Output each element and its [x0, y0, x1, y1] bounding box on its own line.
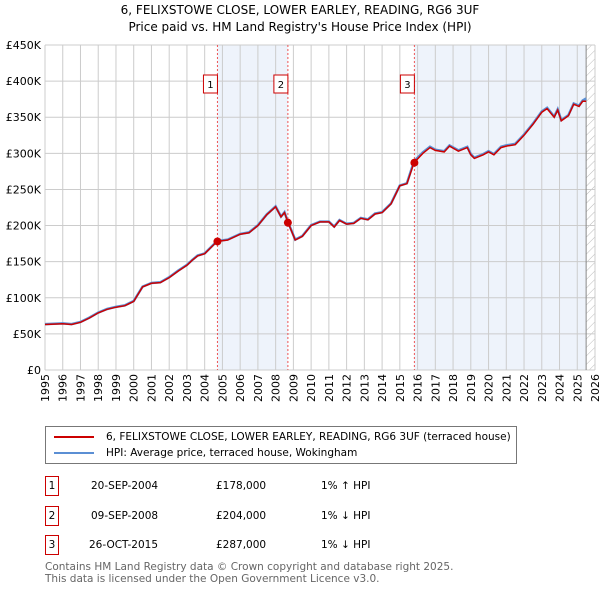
x-tick-label: 1997 — [74, 374, 87, 402]
footer-copyright: Contains HM Land Registry data © Crown c… — [45, 561, 454, 573]
x-tick-label: 2003 — [181, 374, 194, 402]
sale-date: 26-OCT-2015 — [89, 539, 158, 551]
x-tick-label: 2013 — [358, 374, 371, 402]
y-tick-label: £350K — [6, 111, 42, 124]
x-tick-label: 2025 — [571, 374, 584, 402]
sale-point — [213, 237, 222, 246]
x-tick-label: 2023 — [536, 374, 549, 402]
price-chart: 1995 1996 1997 1998 1999 2000 2001 2002 2003 2004… — [6, 39, 600, 402]
x-tick-label: 2021 — [500, 374, 513, 402]
chart-title: 6, FELIXSTOWE CLOSE, LOWER EARLEY, READI… — [120, 3, 480, 17]
sale-marker-label: 1 — [207, 80, 213, 91]
legend-label: HPI: Average price, terraced house, Woki… — [106, 447, 358, 459]
shaded-region — [414, 45, 587, 370]
x-tick-label: 2012 — [341, 374, 354, 402]
x-tick-label: 2018 — [447, 374, 460, 402]
sale-marker-label: 2 — [278, 80, 284, 91]
y-tick-label: £300K — [6, 147, 42, 160]
x-tick-label: 2015 — [394, 374, 407, 402]
x-tick-label: 2002 — [163, 374, 176, 402]
x-tick-label: 2008 — [270, 374, 283, 402]
x-tick-label: 2022 — [518, 374, 531, 402]
y-tick-label: £200K — [6, 220, 42, 233]
sale-price: £204,000 — [216, 510, 267, 522]
x-tick-label: 2016 — [412, 374, 425, 402]
y-tick-label: £100K — [6, 292, 42, 305]
x-tick-label: 2019 — [465, 374, 478, 402]
sale-marker-box — [273, 74, 289, 94]
y-tick-label: £250K — [6, 183, 42, 196]
legend-item-hpi: HPI: Average price, terraced house, Woki… — [54, 446, 357, 460]
sale-marker-badge: 2 — [45, 506, 59, 526]
chart-subtitle: Price paid vs. HM Land Registry's House … — [128, 20, 472, 34]
x-tick-label: 2026 — [589, 374, 600, 402]
y-tick-label: £0 — [27, 364, 41, 377]
sale-marker-badge: 1 — [45, 476, 59, 496]
legend: 6, FELIXSTOWE CLOSE, LOWER EARLEY, READI… — [45, 426, 517, 464]
sale-marker-box — [202, 74, 218, 94]
blue-line-swatch — [54, 452, 94, 454]
sale-date: 09-SEP-2008 — [91, 510, 159, 522]
y-tick-label: £50K — [13, 328, 42, 341]
hpi-diff: 1% ↓ HPI — [321, 539, 371, 551]
x-tick-label: 2017 — [429, 374, 442, 402]
x-tick-label: 1996 — [57, 374, 70, 402]
sale-marker-box — [399, 74, 415, 94]
x-tick-label: 2014 — [376, 374, 389, 402]
sale-price: £178,000 — [216, 480, 267, 492]
property-price-line — [44, 100, 587, 326]
x-tick-label: 1998 — [92, 374, 105, 402]
x-tick-label: 2024 — [554, 374, 567, 402]
x-tick-label: 2001 — [145, 374, 158, 402]
x-tick-label: 2011 — [323, 374, 336, 402]
hpi-diff: 1% ↑ HPI — [321, 480, 371, 492]
footer-licence: This data is licensed under the Open Gov… — [45, 573, 380, 585]
x-tick-label: 2009 — [287, 374, 300, 402]
sale-point — [283, 218, 292, 227]
y-tick-label: £400K — [6, 75, 42, 88]
sale-marker-badge: 3 — [45, 535, 59, 555]
red-line-swatch — [54, 436, 94, 438]
x-tick-label: 1995 — [39, 374, 52, 402]
x-tick-label: 1999 — [110, 374, 123, 402]
sale-price: £287,000 — [216, 539, 267, 551]
legend-label: 6, FELIXSTOWE CLOSE, LOWER EARLEY, READI… — [106, 431, 511, 443]
y-tick-label: £150K — [6, 256, 42, 269]
x-tick-label: 2005 — [216, 374, 229, 402]
x-tick-label: 2010 — [305, 374, 318, 402]
hpi-diff: 1% ↓ HPI — [321, 510, 371, 522]
sale-marker-label: 3 — [404, 80, 410, 91]
x-tick-label: 2000 — [128, 374, 141, 402]
forecast-hatch — [586, 45, 595, 370]
sale-point — [410, 158, 419, 167]
x-tick-label: 2020 — [483, 374, 496, 402]
sale-date: 20-SEP-2004 — [91, 480, 159, 492]
x-tick-label: 2004 — [199, 374, 212, 402]
legend-item-property: 6, FELIXSTOWE CLOSE, LOWER EARLEY, READI… — [54, 430, 511, 444]
x-tick-label: 2007 — [252, 374, 265, 402]
y-tick-label: £450K — [6, 39, 42, 52]
x-tick-label: 2006 — [234, 374, 247, 402]
